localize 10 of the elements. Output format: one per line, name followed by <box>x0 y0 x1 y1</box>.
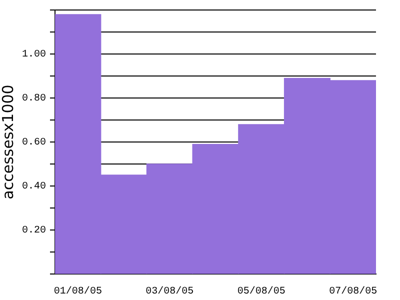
y-tick-label: 0.40 <box>22 182 46 193</box>
x-tick-label: 01/08/05 <box>54 286 102 298</box>
y-tick-label: 0.60 <box>22 138 46 149</box>
y-tick-label: 0.80 <box>22 94 46 105</box>
x-tick-label: 05/08/05 <box>237 286 286 298</box>
y-tick-label: 0.20 <box>22 226 46 237</box>
y-axis-title: accessesx1000 <box>0 84 17 200</box>
x-tick-label: 07/08/05 <box>329 286 378 298</box>
y-tick-label: 1.00 <box>22 50 46 61</box>
x-tick-label: 03/08/05 <box>146 286 194 298</box>
